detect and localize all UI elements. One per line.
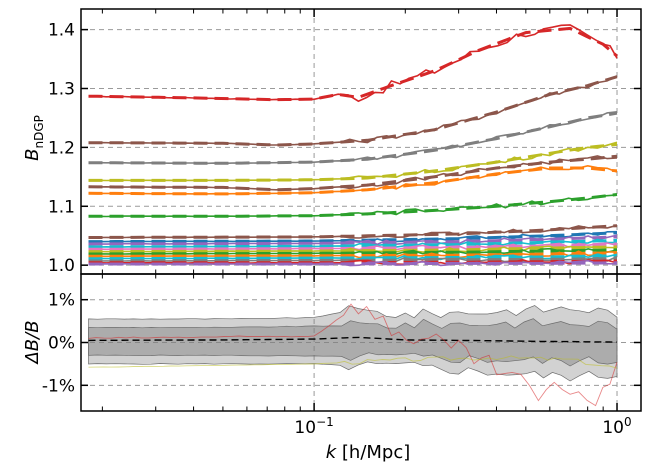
error-band-outer <box>88 305 618 382</box>
series-line-simulation <box>88 245 618 253</box>
y-tick-label: 1.0 <box>48 256 75 276</box>
y-tick-label: 1.1 <box>48 197 75 217</box>
series-line-simulation <box>88 224 618 239</box>
bottom-panel-bands <box>88 305 618 382</box>
x-tick-label: 100 <box>602 415 631 438</box>
bottom-y-axis-label: ΔB/B <box>22 320 43 365</box>
y-tick-label: 1.4 <box>48 21 75 41</box>
top-panel-series <box>88 24 618 267</box>
series-line-simulation <box>88 259 618 267</box>
series-line-simulation <box>88 194 618 218</box>
series-line-simulation <box>88 155 618 191</box>
y-tick-label: 0% <box>48 334 75 354</box>
top-y-axis-label: BnDGP <box>22 115 46 161</box>
series-line-simulation <box>88 24 618 103</box>
series-line-emulator <box>88 26 618 102</box>
bottom-panel-series <box>88 303 618 407</box>
series-line-simulation <box>88 164 618 195</box>
series-line-simulation <box>88 141 618 182</box>
bottom-panel-grid <box>81 274 641 411</box>
y-tick-label: 1% <box>48 291 75 311</box>
x-tick-label: 10−1 <box>294 415 333 438</box>
top-panel-ticks: 1.0 1.1 1.2 1.3 1.4 <box>48 9 641 276</box>
bottom-panel-ticks: -1% 0% 1% 10−1 100 <box>42 274 641 438</box>
y-tick-label: 1.3 <box>48 80 75 100</box>
series-line-simulation <box>88 75 618 146</box>
residual-line <box>88 355 618 369</box>
series-line-emulator <box>88 75 618 147</box>
y-tick-label: 1.2 <box>48 138 75 158</box>
series-line-simulation <box>88 111 618 165</box>
series-line-simulation <box>88 250 618 259</box>
x-axis-label: k [h/Mpc] <box>326 442 411 463</box>
series-line-simulation <box>88 234 618 246</box>
residual-line <box>88 303 618 407</box>
y-tick-label: -1% <box>42 376 75 396</box>
